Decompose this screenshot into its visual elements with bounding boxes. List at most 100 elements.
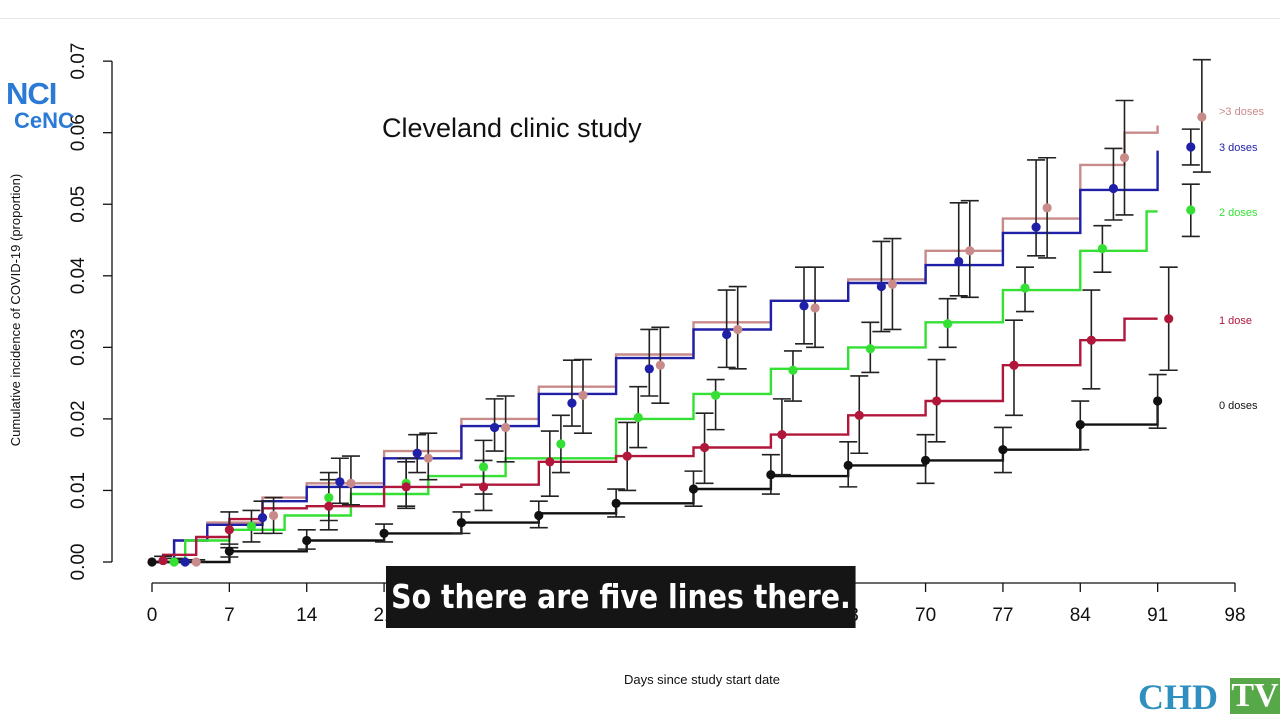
data-point-2-doses [1186,205,1196,215]
x-axis-title: Days since study start date [624,672,780,687]
data-point-2-doses [633,412,643,423]
data-point-3-doses [1119,153,1130,163]
data-point-0-doses [379,528,389,538]
x-tick-label: 98 [1224,605,1245,626]
data-point-3-doses [501,422,511,433]
data-point-0-doses [147,557,157,567]
data-point-3-doses [489,422,500,433]
data-point-3-doses [644,364,654,374]
data-point-3-doses [1186,142,1196,152]
data-point-0-doses [920,455,931,465]
data-point-3-doses [655,360,665,370]
y-tick-label: 0.00 [68,544,89,581]
data-point-2-doses [169,557,179,567]
x-tick-label: 77 [992,605,1013,626]
legend: 0 doses 1 dose 2 doses 3 doses >3 doses [1219,106,1264,412]
x-tick-label: 0 [147,605,158,626]
data-point-0-doses [998,445,1008,455]
y-tick-label: 0.01 [68,472,89,509]
data-point-1-dose [622,451,632,461]
y-tick-label: 0.03 [68,329,89,366]
legend-label-3-doses: 3 doses [1219,142,1258,154]
cenc-watermark-text: CeNC [14,108,74,133]
x-tick-label: 70 [915,605,936,626]
y-tick-label: 0.05 [68,186,89,223]
x-tick-label: 91 [1147,605,1168,626]
data-point-0-doses [456,518,467,528]
data-point-1-dose [777,430,787,440]
data-point-2-doses [478,462,489,472]
data-point-0-doses [534,510,544,521]
y-tick-label: 0.06 [68,114,89,151]
data-point-3-doses [1108,183,1119,194]
data-point-2-doses [1020,283,1030,293]
chart-annotation: Cleveland clinic study [382,113,642,143]
data-point-0-doses [688,484,699,494]
legend-label-2-doses: 2 doses [1219,207,1258,219]
chd-logo-text: CHD [1138,677,1218,717]
data-point-0-doses [766,470,776,480]
y-tick-label: 0.07 [68,43,89,80]
x-tick-label: 14 [296,605,318,626]
data-point-3-doses [810,303,820,313]
series-line-3-doses [152,125,1159,564]
series-line-3-doses [152,150,1159,564]
data-point-1-dose [699,442,710,453]
data-point-1-dose [324,501,334,511]
data-points [147,112,1207,567]
nci-cenc-watermark: NCI CeNC [0,74,140,134]
data-point-3-doses [1042,203,1052,213]
data-point-1-dose [1009,360,1019,370]
data-point-0-doses [1153,396,1163,406]
data-point-3-doses [722,329,732,340]
tv-logo-badge: TV [1230,677,1280,714]
subtitle-caption: So there are five lines there. [386,566,856,628]
data-point-2-doses [788,365,798,375]
data-point-1-dose [854,410,864,420]
data-point-3-doses [257,513,268,523]
data-point-1-dose [401,482,411,492]
data-point-1-dose [158,555,168,566]
data-point-2-doses [711,390,721,400]
data-point-0-doses [843,460,853,471]
data-point-2-doses [943,319,953,329]
data-point-1-dose [224,525,234,535]
data-point-3-doses [876,281,886,292]
series-lines [152,125,1159,564]
x-tick-label: 7 [224,605,235,626]
y-axis-title: Cumulative incidence of COVID-19 (propor… [8,174,23,446]
data-point-2-doses [865,344,875,354]
data-point-2-doses [1097,244,1107,254]
data-point-0-doses [302,535,312,546]
legend-label-1-dose: 1 dose [1219,315,1252,327]
data-point-3-doses [733,324,743,335]
data-point-3-doses [799,301,809,311]
legend-label-0-doses: 0 doses [1219,400,1258,412]
x-tick-label: 84 [1070,605,1092,626]
data-point-0-doses [224,546,234,556]
data-point-3-doses [423,453,433,463]
data-point-3-doses [346,478,356,488]
data-point-3-doses [578,390,588,400]
data-point-3-doses [412,448,422,458]
axes: 07142128354249566370778491980.000.010.02… [68,43,1246,626]
data-point-3-doses [1031,222,1041,232]
data-point-3-doses [180,557,190,567]
data-point-1-dose [478,482,489,492]
data-point-3-doses [1197,112,1207,122]
data-point-0-doses [611,498,621,508]
nci-watermark-text: NCI [6,76,57,111]
data-point-3-doses [954,256,964,267]
legend-label-3-doses: >3 doses [1219,106,1264,118]
data-point-0-doses [1075,420,1085,430]
data-point-3-doses [965,246,975,256]
data-point-3-doses [335,477,345,487]
data-point-3-doses [268,510,279,521]
data-point-2-doses [246,521,257,531]
data-point-2-doses [324,493,334,503]
top-divider [0,18,1280,19]
data-point-3-doses [191,557,201,567]
data-point-1-dose [1086,335,1096,345]
y-tick-label: 0.04 [68,257,89,294]
